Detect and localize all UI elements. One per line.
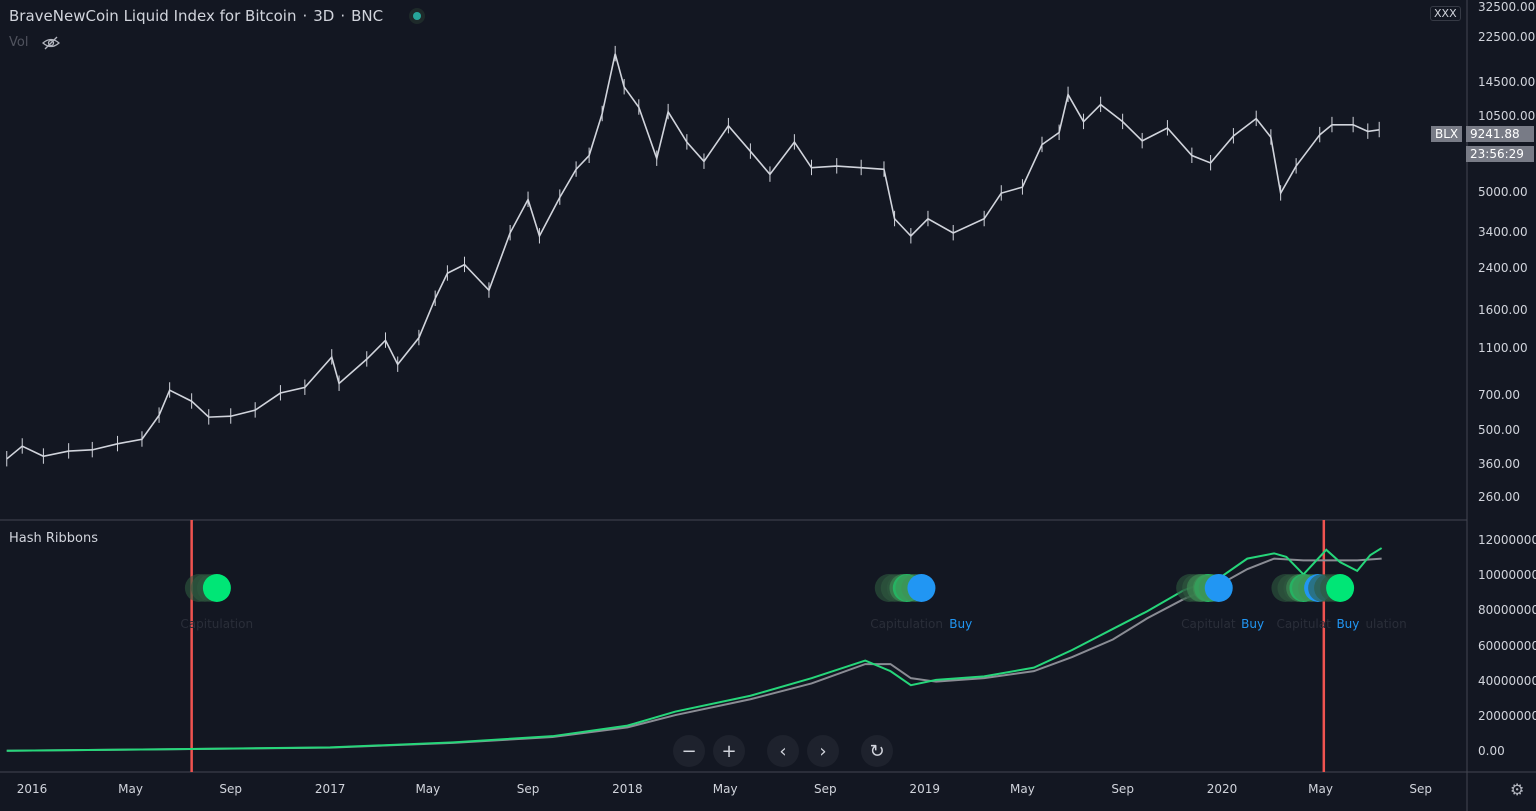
market-status-icon[interactable] (409, 8, 426, 24)
scroll-right-button[interactable]: › (807, 735, 839, 767)
price-axis-label: 3400.00 (1478, 224, 1528, 239)
price-axis-label: 1100.00 (1478, 341, 1528, 356)
indicator-axis-label: 60000000. (1478, 638, 1536, 653)
price-axis-label: 260.00 (1478, 490, 1520, 505)
volume-legend: Vol (9, 35, 61, 50)
price-line (6, 53, 1380, 460)
separator: · (302, 7, 308, 25)
signal-label: Buy (949, 617, 973, 631)
time-axis-label: 2016 (16, 782, 48, 796)
settings-gear-icon[interactable]: ⚙ (1510, 780, 1525, 799)
hash-slow-line (6, 557, 1382, 752)
indicator-title: Hash Ribbons (9, 531, 99, 546)
indicator-axis-label: 40000000. (1478, 673, 1536, 688)
price-axis-label: 500.00 (1478, 422, 1520, 437)
signal-label: Buy (1336, 617, 1360, 631)
signal-circle (1204, 574, 1233, 602)
signal-label: Buy (1241, 617, 1265, 631)
time-axis-label: Sep (1409, 782, 1433, 796)
time-axis-label: Sep (219, 782, 243, 796)
symbol-title: BraveNewCoin Liquid Index for Bitcoin (9, 7, 297, 25)
time-axis-label: Sep (814, 782, 837, 796)
time-axis-label: 2020 (1206, 782, 1238, 796)
price-axis-label: 22500.00 (1478, 30, 1536, 44)
time-axis-label: 2018 (612, 782, 643, 796)
interval: 3D (313, 7, 335, 25)
time-axis-label: May (415, 782, 441, 796)
signal-label: ulation (1365, 617, 1407, 631)
zoom-in-button[interactable]: + (713, 735, 745, 767)
exchange: BNC (351, 7, 384, 25)
signal-label: Capitulat (1181, 617, 1236, 631)
indicator-axis-label: 80000000. (1478, 603, 1536, 618)
price-axis-label: 14500.00 (1478, 75, 1536, 90)
indicator-axis-label: 120000000 (1478, 533, 1536, 548)
reset-chart-button[interactable]: ↻ (861, 735, 893, 767)
time-axis-label: May (712, 782, 738, 796)
signal-circle (202, 574, 231, 602)
symbol-tag: BLX (1431, 126, 1463, 142)
price-axis-label: 5000.00 (1478, 185, 1528, 200)
separator: · (340, 7, 346, 25)
price-axis-label: 1600.00 (1478, 302, 1528, 317)
time-axis-label: May (1308, 782, 1333, 796)
symbol-legend: BraveNewCoin Liquid Index for Bitcoin · … (9, 7, 426, 25)
time-axis-label: Sep (516, 782, 540, 796)
time-axis-label: 2017 (314, 782, 346, 796)
hash-fast-line (6, 547, 1383, 752)
indicator-axis-label: 100000000 (1478, 568, 1536, 583)
currency-button[interactable]: XXX (1430, 6, 1461, 21)
last-price-tag: 9241.88 (1466, 126, 1534, 142)
time-axis-label: May (1010, 782, 1035, 796)
signal-circle (1326, 574, 1355, 602)
price-axis-label: 10500.00 (1478, 108, 1536, 123)
zoom-out-button[interactable]: − (673, 735, 705, 767)
price-axis-label: 2400.00 (1478, 260, 1528, 275)
scroll-left-button[interactable]: ‹ (767, 735, 799, 767)
signal-label: Capitulat (1276, 617, 1331, 631)
vol-label: Vol (9, 35, 29, 50)
price-axis-label: 360.00 (1478, 456, 1520, 471)
price-axis-label: 700.00 (1478, 387, 1520, 402)
indicator-axis-label: 0.00 (1478, 744, 1505, 758)
time-axis-label: May (118, 782, 143, 796)
signal-circle (907, 574, 936, 602)
hidden-eye-icon[interactable] (42, 36, 61, 50)
countdown-tag: 23:56:29 (1466, 146, 1534, 162)
time-axis-label: Sep (1111, 782, 1134, 796)
time-axis-label: 2019 (909, 782, 940, 796)
signal-label: Capitulation (870, 617, 943, 631)
indicator-axis-label: 20000000. (1478, 708, 1536, 723)
signal-label: Capitulation (180, 617, 254, 631)
price-axis-label: 32500.00 (1478, 0, 1536, 14)
